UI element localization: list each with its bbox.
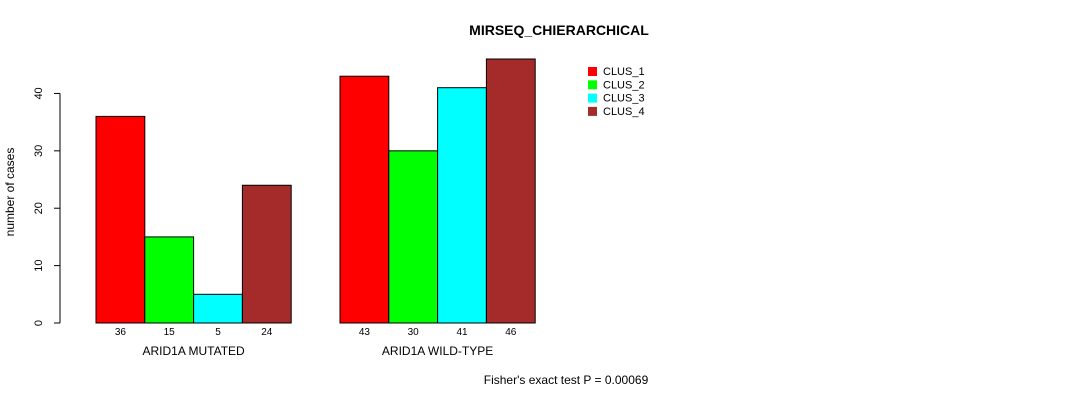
y-axis: 0 10 20 30 40 (33, 87, 61, 326)
bar-clus-3-group-1 (193, 293, 243, 324)
y-tick-label: 40 (33, 87, 45, 99)
legend-label: CLUS_1 (603, 66, 645, 78)
y-tick-label: 30 (33, 145, 45, 157)
bar-clus-2-group-1 (144, 236, 195, 324)
bar-value-label: 41 (456, 327, 468, 338)
y-tick-label: 0 (33, 320, 45, 326)
bar-value-label: 30 (408, 327, 420, 338)
legend-label: CLUS_2 (603, 79, 645, 91)
y-tick-label: 10 (33, 259, 45, 271)
legend-swatch (588, 93, 597, 103)
legend-swatch (588, 106, 597, 116)
bar-value-labels: 36 15 5 24 43 30 41 46 (115, 327, 517, 338)
bar-clus-2-group-2 (388, 150, 439, 324)
chart-title: MIRSEQ_CHIERARCHICAL (469, 22, 649, 38)
group-label: ARID1A MUTATED (142, 344, 245, 358)
bars (95, 58, 536, 324)
bar-clus-4-group-1 (241, 184, 292, 324)
bar-value-label: 5 (215, 327, 221, 338)
fisher-test-footnote: Fisher's exact test P = 0.00069 (484, 373, 649, 387)
bar-value-label: 36 (115, 327, 127, 338)
bar-value-label: 46 (505, 327, 517, 338)
bar-value-label: 15 (164, 327, 176, 338)
bar-clus-1-group-2 (339, 75, 390, 324)
legend-swatch (588, 80, 597, 90)
y-axis-label: number of cases (3, 148, 17, 237)
bar-clus-4-group-2 (485, 58, 536, 324)
bar-value-label: 24 (261, 327, 273, 338)
group-label: ARID1A WILD-TYPE (382, 344, 493, 358)
group-labels: ARID1A MUTATED ARID1A WILD-TYPE (142, 344, 493, 358)
legend-swatch (588, 67, 597, 76)
legend-label: CLUS_4 (603, 106, 645, 118)
legend-label: CLUS_3 (603, 93, 645, 105)
y-tick-label: 20 (33, 202, 45, 214)
bar-value-label: 43 (359, 327, 371, 338)
bar-clus-3-group-2 (437, 87, 487, 324)
bar-clus-1-group-1 (95, 115, 146, 324)
